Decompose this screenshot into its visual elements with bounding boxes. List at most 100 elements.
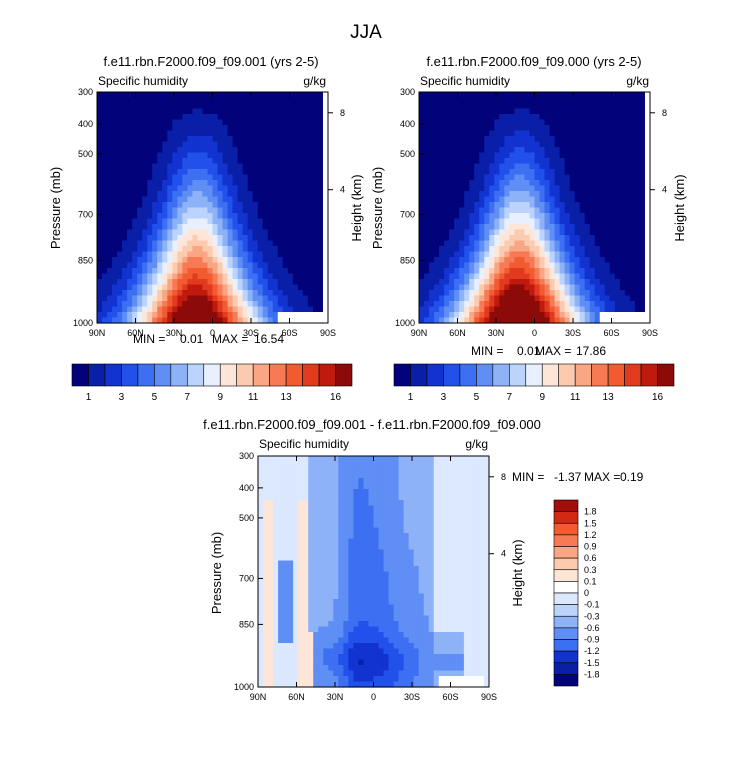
contour-cell bbox=[252, 202, 259, 209]
contour-cell bbox=[368, 654, 375, 661]
contour-cell bbox=[303, 472, 309, 479]
contour-cell bbox=[353, 566, 360, 573]
contour-cell bbox=[499, 97, 505, 104]
contour-cell bbox=[564, 306, 571, 313]
contour-cell bbox=[469, 202, 475, 209]
contour-cell bbox=[137, 207, 143, 214]
contour-cell bbox=[278, 478, 284, 485]
contour-cell bbox=[122, 312, 128, 319]
contour-cell bbox=[323, 555, 329, 562]
contour-cell bbox=[152, 152, 158, 159]
contour-cell bbox=[262, 202, 269, 209]
contour-cell bbox=[313, 461, 319, 468]
contour-cell bbox=[302, 218, 309, 225]
contour-cell bbox=[172, 147, 178, 154]
contour-cell bbox=[353, 577, 360, 584]
contour-cell bbox=[484, 257, 490, 264]
contour-cell bbox=[333, 467, 339, 474]
contour-cell bbox=[604, 306, 611, 313]
contour-cell bbox=[544, 114, 551, 121]
contour-cell bbox=[634, 141, 641, 148]
contour-cell bbox=[534, 163, 541, 170]
contour-cell bbox=[604, 218, 611, 225]
contour-cell bbox=[454, 158, 460, 165]
contour-cell bbox=[358, 593, 365, 600]
contour-cell bbox=[293, 615, 299, 622]
contour-cell bbox=[504, 262, 510, 269]
contour-cell bbox=[554, 213, 561, 220]
contour-cell bbox=[252, 141, 259, 148]
contour-cell bbox=[549, 279, 556, 286]
contour-cell bbox=[277, 114, 284, 121]
contour-cell bbox=[142, 152, 148, 159]
contour-cell bbox=[429, 213, 435, 220]
contour-cell bbox=[549, 268, 556, 275]
contour-cell bbox=[197, 224, 204, 231]
contour-cell bbox=[484, 224, 490, 231]
contour-cell bbox=[232, 284, 239, 291]
contour-cell bbox=[343, 632, 349, 639]
contour-cell bbox=[273, 511, 279, 518]
contour-cell bbox=[192, 306, 199, 313]
contour-cell bbox=[317, 268, 324, 275]
contour-cell bbox=[338, 637, 344, 644]
contour-cell bbox=[157, 196, 163, 203]
contour-cell bbox=[429, 268, 435, 275]
contour-cell bbox=[504, 224, 510, 231]
colorbar-swatch bbox=[302, 363, 320, 387]
contour-cell bbox=[464, 114, 470, 121]
contour-cell bbox=[152, 141, 158, 148]
contour-cell bbox=[424, 268, 430, 275]
contour-cell bbox=[247, 295, 254, 302]
contour-cell bbox=[258, 632, 264, 639]
contour-cell bbox=[609, 317, 616, 324]
contour-cell bbox=[358, 505, 365, 512]
contour-cell bbox=[282, 97, 289, 104]
contour-cell bbox=[584, 251, 591, 258]
contour-cell bbox=[247, 240, 254, 247]
contour-cell bbox=[137, 119, 143, 126]
contour-cell bbox=[469, 229, 475, 236]
contour-cell bbox=[152, 224, 158, 231]
contour-cell bbox=[589, 257, 596, 264]
contour-cell bbox=[262, 158, 269, 165]
contour-cell bbox=[167, 317, 173, 324]
contour-cell bbox=[499, 152, 505, 159]
contour-cell bbox=[202, 229, 209, 236]
contour-cell bbox=[368, 665, 375, 672]
contour-cell bbox=[202, 152, 209, 159]
contour-cell bbox=[137, 268, 143, 275]
contour-cell bbox=[554, 257, 561, 264]
contour-cell bbox=[147, 125, 153, 132]
contour-cell bbox=[172, 152, 178, 159]
contour-cell bbox=[322, 202, 329, 209]
contour-cell bbox=[312, 312, 319, 319]
contour-cell bbox=[564, 207, 571, 214]
contour-cell bbox=[449, 312, 455, 319]
contour-cell bbox=[97, 191, 103, 198]
contour-cell bbox=[137, 284, 143, 291]
contour-cell bbox=[444, 191, 450, 198]
contour-cell bbox=[464, 130, 470, 137]
contour-cell bbox=[504, 246, 510, 253]
contour-cell bbox=[157, 119, 163, 126]
contour-cell bbox=[584, 196, 591, 203]
contour-cell bbox=[197, 180, 204, 187]
contour-cell bbox=[614, 273, 621, 280]
contour-cell bbox=[634, 92, 641, 99]
contour-cell bbox=[277, 240, 284, 247]
contour-cell bbox=[152, 229, 158, 236]
contour-cell bbox=[262, 196, 269, 203]
contour-cell bbox=[202, 185, 209, 192]
contour-cell bbox=[202, 130, 209, 137]
contour-cell bbox=[252, 273, 259, 280]
contour-cell bbox=[152, 273, 158, 280]
contour-cell bbox=[534, 306, 541, 313]
contour-cell bbox=[102, 218, 108, 225]
contour-cell bbox=[529, 158, 536, 165]
contour-cell bbox=[272, 92, 279, 99]
contour-cell bbox=[343, 555, 349, 562]
contour-cell bbox=[494, 202, 500, 209]
contour-cell bbox=[474, 196, 480, 203]
contour-cell bbox=[524, 262, 531, 269]
